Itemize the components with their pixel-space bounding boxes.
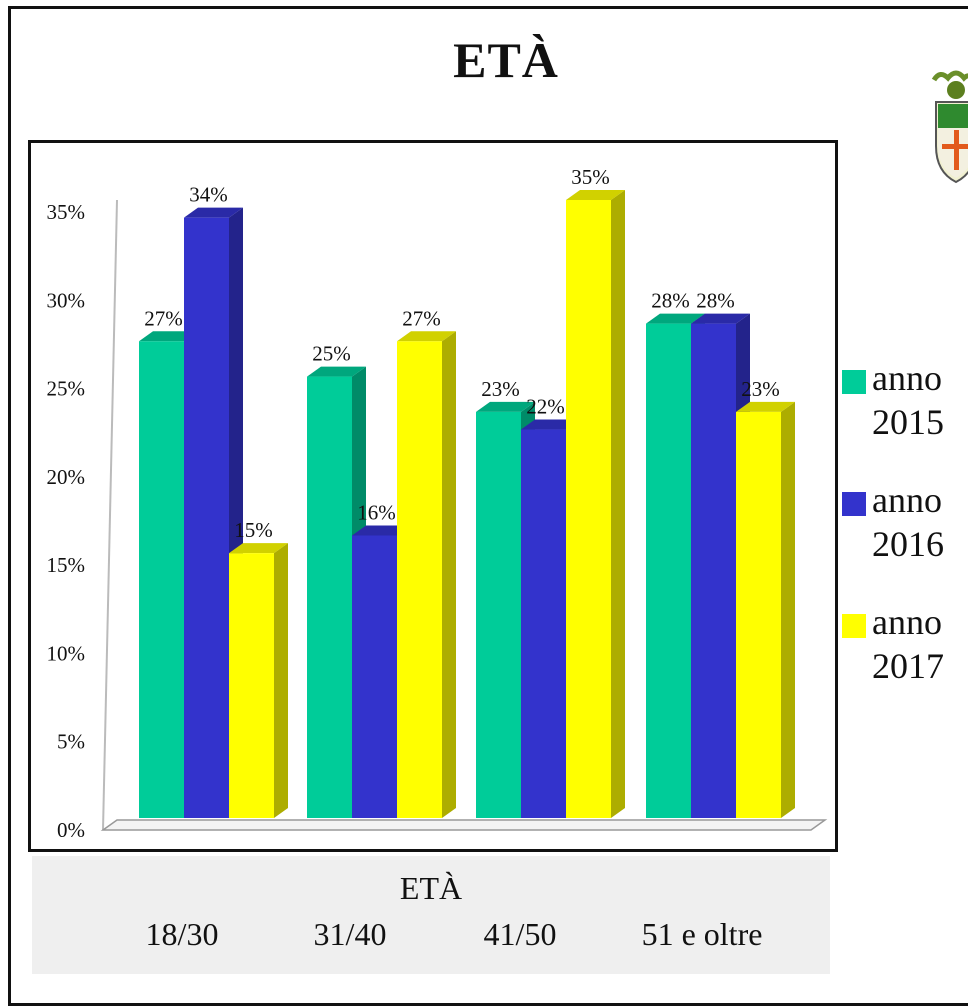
y-axis-line	[102, 199, 118, 831]
chart-floor	[100, 819, 828, 831]
bar-top	[521, 419, 580, 430]
bar	[521, 429, 566, 818]
bar	[646, 323, 691, 818]
legend-item: anno 2015	[838, 358, 968, 460]
x-axis-title: ETÀ	[399, 870, 463, 906]
data-label: 15%	[234, 518, 273, 542]
bar-top	[352, 525, 411, 536]
legend-swatch	[842, 614, 866, 638]
legend-swatch	[842, 370, 866, 394]
y-tick-label: 30%	[47, 288, 86, 312]
bar-top	[646, 313, 705, 324]
bar-top	[691, 313, 750, 324]
data-label: 22%	[526, 395, 565, 419]
bar	[307, 376, 352, 818]
bar	[352, 535, 397, 818]
category-label: 51 e oltre	[641, 916, 763, 952]
data-label: 23%	[741, 377, 780, 401]
page-title: ETÀ	[453, 32, 559, 88]
data-label: 34%	[189, 183, 228, 207]
bar-top	[566, 190, 625, 200]
data-label: 28%	[696, 289, 735, 313]
bar	[397, 341, 442, 818]
bar	[229, 553, 274, 818]
bar-top	[184, 207, 243, 218]
bar-top	[307, 366, 366, 377]
x-axis-panel: ETÀ 18/30 31/40 41/50 51 e oltre	[32, 856, 830, 974]
y-tick-label: 25%	[47, 377, 86, 401]
bar-top	[397, 331, 456, 342]
y-tick-label: 35%	[47, 200, 86, 224]
legend-label: anno 2017	[872, 602, 944, 686]
data-label: 25%	[312, 342, 351, 366]
bar-side	[442, 331, 456, 818]
bar-top	[139, 331, 198, 342]
data-label: 27%	[144, 306, 183, 330]
y-tick-label: 5%	[57, 730, 85, 754]
bar	[566, 200, 611, 818]
data-label: 16%	[357, 500, 396, 524]
data-label: 28%	[651, 289, 690, 313]
bar-side	[781, 401, 795, 818]
bar-top	[736, 401, 795, 412]
bar	[139, 341, 184, 818]
coat-of-arms-icon	[926, 68, 968, 198]
category-label: 31/40	[313, 916, 387, 952]
bar-top	[229, 543, 288, 554]
y-tick-label: 20%	[47, 465, 86, 489]
bar	[691, 323, 736, 818]
legend-label: anno 2015	[872, 358, 944, 442]
bar-top	[476, 401, 535, 412]
bar-chart: 0% 5% 10% 15% 20% 25% 30% 35% 27% 25% 23% 28% 34% 16…	[47, 165, 828, 842]
legend-item: anno 2017	[838, 602, 968, 704]
data-label: 27%	[402, 306, 441, 330]
bar	[476, 411, 521, 818]
data-label: 23%	[481, 377, 520, 401]
bar	[184, 217, 229, 819]
y-tick-label: 0%	[57, 818, 85, 842]
bar	[736, 411, 781, 818]
legend-label: anno 2016	[872, 480, 944, 564]
y-tick-label: 10%	[47, 641, 86, 665]
legend-item: anno 2016	[838, 480, 968, 582]
data-label: 35%	[571, 165, 610, 189]
bar-side	[611, 190, 625, 818]
chart-area: 0% 5% 10% 15% 20% 25% 30% 35% 27% 25% 23% 28% 34% 16…	[28, 140, 838, 852]
category-label: 18/30	[145, 916, 219, 952]
category-label: 41/50	[483, 916, 557, 952]
legend-swatch	[842, 492, 866, 516]
y-tick-label: 15%	[47, 553, 86, 577]
bar-side	[274, 543, 288, 818]
